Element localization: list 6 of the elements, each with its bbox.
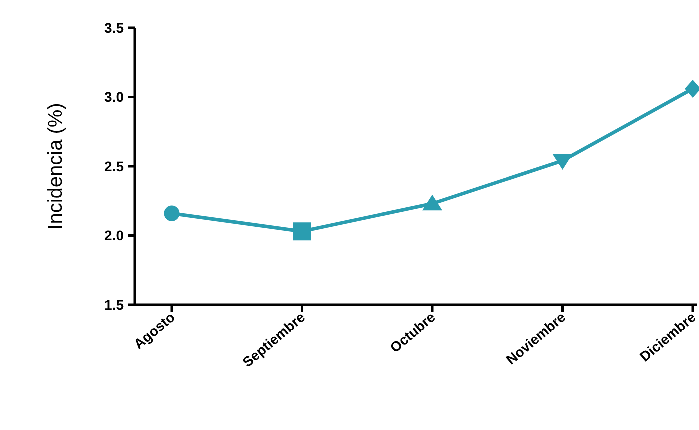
y-tick-label: 3.5 [104,20,124,36]
y-axis-title: Incidencia (%) [45,103,67,230]
y-tick-label: 2.0 [104,228,124,244]
y-tick-label: 3.0 [104,89,124,106]
y-tick-label: 1.5 [104,296,124,313]
y-tick-label: 2.5 [104,158,124,174]
